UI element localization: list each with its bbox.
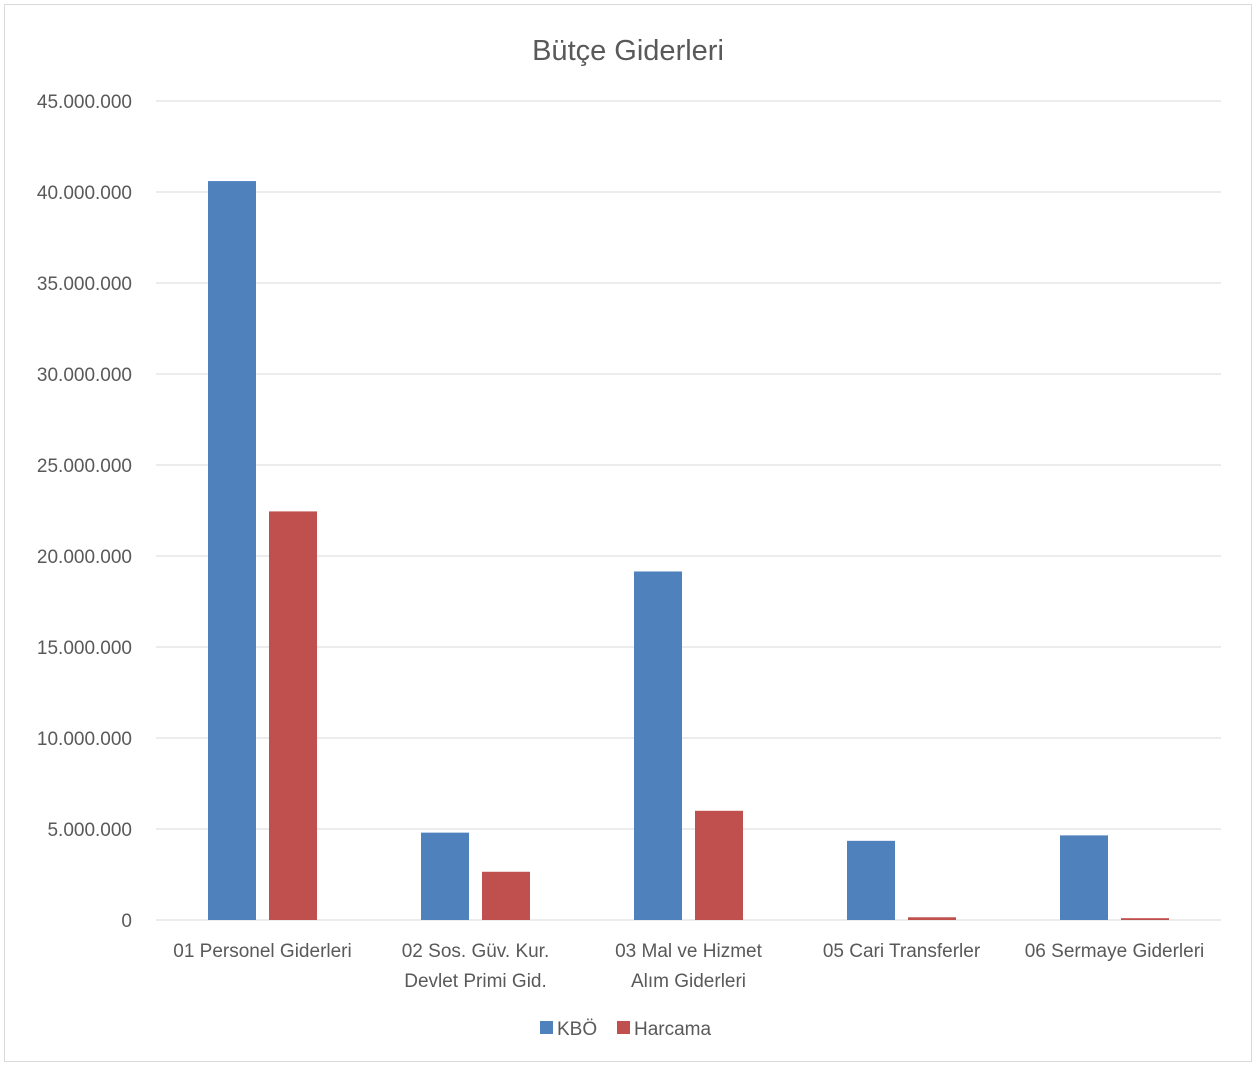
bars — [208, 181, 1169, 920]
y-tick-label: 40.000.000 — [37, 183, 132, 204]
y-axis-tick-labels: 0 5.000.000 10.000.000 15.000.000 20.000.000… — [37, 92, 132, 932]
bar-kbo-4 — [1060, 835, 1108, 920]
gridlines — [156, 100, 1221, 921]
x-axis-tick-labels: 01 Personel Giderleri 02 Sos. Güv. Kur. De… — [173, 941, 1204, 992]
y-tick-label: 30.000.000 — [37, 365, 132, 386]
bar-kbo-1 — [421, 832, 469, 920]
chart-frame: Bütçe Giderleri 0 5.000.000 10.000.000 15.0… — [4, 4, 1252, 1062]
y-tick-label: 45.000.000 — [37, 92, 132, 113]
x-tick-label: 03 Mal ve Hizmet — [615, 941, 762, 962]
bar-harcama-4 — [1121, 918, 1169, 920]
bar-chart: Bütçe Giderleri 0 5.000.000 10.000.000 15.0… — [37, 35, 1221, 1040]
bar-kbo-0 — [208, 181, 256, 920]
chart-title: Bütçe Giderleri — [532, 35, 724, 67]
legend-label: Harcama — [634, 1019, 712, 1040]
legend: KBÖ Harcama — [540, 1019, 712, 1040]
bar-kbo-2 — [634, 571, 682, 920]
bar-kbo-3 — [847, 840, 895, 920]
bar-harcama-0 — [269, 511, 317, 920]
y-tick-label: 20.000.000 — [37, 547, 132, 568]
x-tick-label: 06 Sermaye Giderleri — [1025, 941, 1205, 962]
legend-swatch — [617, 1021, 630, 1034]
y-tick-label: 5.000.000 — [47, 820, 132, 841]
bar-harcama-3 — [908, 917, 956, 920]
x-tick-label: Alım Giderleri — [631, 971, 746, 992]
y-tick-label: 15.000.000 — [37, 638, 132, 659]
x-tick-label: Devlet Primi Gid. — [404, 971, 547, 992]
y-tick-label: 10.000.000 — [37, 729, 132, 750]
legend-label: KBÖ — [557, 1019, 597, 1040]
x-tick-label: 02 Sos. Güv. Kur. — [402, 941, 550, 962]
y-tick-label: 0 — [121, 911, 132, 932]
y-tick-label: 25.000.000 — [37, 456, 132, 477]
bar-harcama-1 — [482, 871, 530, 920]
x-tick-label: 05 Cari Transferler — [823, 941, 981, 962]
y-tick-label: 35.000.000 — [37, 274, 132, 295]
bar-harcama-2 — [695, 810, 743, 920]
x-tick-label: 01 Personel Giderleri — [173, 941, 351, 962]
legend-swatch — [540, 1021, 553, 1034]
